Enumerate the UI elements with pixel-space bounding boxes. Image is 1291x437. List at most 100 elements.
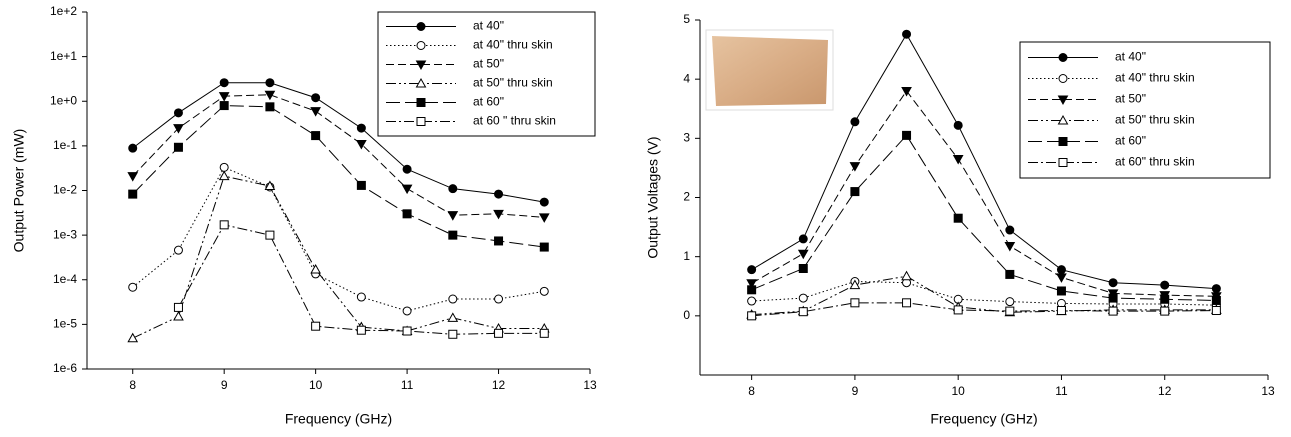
legend-swatch xyxy=(1057,114,1069,125)
marker xyxy=(218,170,230,181)
marker xyxy=(539,197,549,207)
marker xyxy=(265,102,275,112)
marker xyxy=(1160,294,1170,304)
legend-box xyxy=(377,11,596,137)
marker xyxy=(1108,293,1118,303)
legend-swatch xyxy=(415,60,427,71)
marker xyxy=(1211,295,1221,305)
x-tick-label: 10 xyxy=(309,378,323,392)
marker xyxy=(219,162,229,172)
marker xyxy=(128,143,138,153)
series-line xyxy=(751,281,1217,306)
marker xyxy=(173,142,183,152)
x-tick-label: 8 xyxy=(748,384,755,398)
marker xyxy=(448,294,458,304)
marker xyxy=(265,78,275,88)
marker xyxy=(401,184,413,195)
legend-label: at 40" thru skin xyxy=(1115,71,1195,85)
x-tick-label: 11 xyxy=(1055,384,1068,398)
marker xyxy=(1211,284,1221,294)
marker xyxy=(264,180,276,191)
marker xyxy=(402,209,412,219)
marker xyxy=(448,230,458,240)
marker xyxy=(901,270,912,281)
marker xyxy=(310,107,321,117)
marker xyxy=(902,298,912,308)
marker xyxy=(311,321,321,331)
y-tick-label: 1e+2 xyxy=(50,4,77,18)
marker xyxy=(356,325,366,335)
legend-swatch xyxy=(416,22,426,31)
x-tick-label: 13 xyxy=(583,378,597,392)
y-tick-label: 1e-3 xyxy=(53,227,77,241)
marker xyxy=(798,234,808,244)
marker xyxy=(901,87,912,97)
marker xyxy=(127,172,139,182)
y-tick-label: 4 xyxy=(683,71,690,85)
y-tick-label: 1e-2 xyxy=(53,183,77,197)
x-tick-label: 9 xyxy=(221,378,228,392)
series-line xyxy=(132,82,545,203)
legend-swatch xyxy=(1058,137,1068,146)
marker xyxy=(310,263,321,274)
marker xyxy=(173,310,184,321)
series-line xyxy=(751,302,1217,317)
marker xyxy=(1056,273,1067,283)
marker xyxy=(265,230,275,240)
marker xyxy=(219,101,229,111)
marker xyxy=(849,162,861,172)
marker xyxy=(1056,286,1066,296)
marker xyxy=(798,293,808,303)
marker xyxy=(311,93,321,103)
x-tick-label: 8 xyxy=(129,378,136,392)
marker xyxy=(747,285,757,295)
marker xyxy=(797,249,809,260)
legend-swatch xyxy=(416,117,426,126)
marker xyxy=(493,209,504,220)
legend-label: at 50" thru skin xyxy=(1115,113,1195,127)
marker xyxy=(356,123,366,133)
legend-swatch xyxy=(416,98,426,107)
marker xyxy=(902,130,912,140)
x-tick-label: 12 xyxy=(492,378,506,392)
marker xyxy=(1005,225,1015,235)
marker xyxy=(219,78,229,88)
marker xyxy=(402,326,412,336)
marker xyxy=(746,279,757,289)
series-line xyxy=(751,33,1217,290)
skin-photo xyxy=(712,36,828,106)
y-axis-title: Output Voltages (V) xyxy=(645,136,661,258)
y-tick-label: 1e-4 xyxy=(53,272,77,286)
marker xyxy=(1108,306,1118,316)
marker xyxy=(1108,278,1118,288)
legend-label: at 60" xyxy=(1115,134,1146,148)
marker xyxy=(264,90,276,101)
marker xyxy=(173,302,183,312)
marker xyxy=(173,108,183,118)
marker xyxy=(953,213,963,223)
marker xyxy=(1160,280,1170,290)
marker xyxy=(311,131,321,141)
marker xyxy=(902,29,912,39)
x-tick-label: 12 xyxy=(1158,384,1172,398)
marker xyxy=(1160,306,1170,316)
marker xyxy=(539,286,549,296)
marker xyxy=(747,265,757,275)
legend-label: at 50" thru skin xyxy=(473,76,553,90)
legend-swatch xyxy=(1058,158,1068,167)
marker xyxy=(849,279,861,290)
y-tick-label: 5 xyxy=(683,12,690,26)
marker xyxy=(128,189,138,199)
legend-swatch xyxy=(1057,95,1069,106)
marker xyxy=(448,329,458,339)
marker xyxy=(494,236,504,246)
y-tick-label: 1e-6 xyxy=(53,361,77,375)
marker xyxy=(448,184,458,194)
series-line xyxy=(751,275,1217,316)
y-tick-label: 1e-1 xyxy=(53,138,77,152)
y-tick-label: 3 xyxy=(683,131,690,145)
x-tick-label: 9 xyxy=(852,384,859,398)
legend-label: at 60 " thru skin xyxy=(473,114,556,128)
marker xyxy=(798,264,808,273)
